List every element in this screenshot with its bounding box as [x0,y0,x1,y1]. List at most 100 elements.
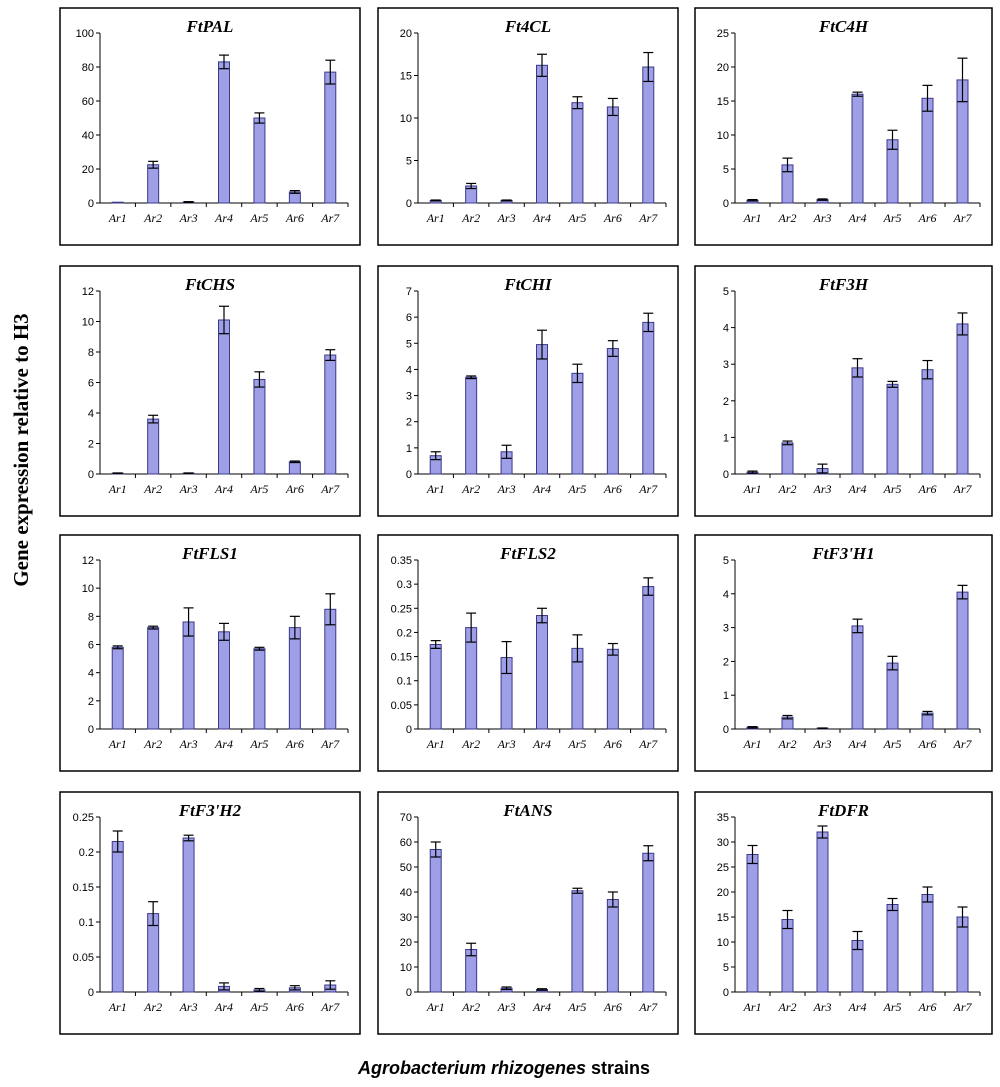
bar-ar5 [253,648,266,730]
bar-ar4 [851,367,864,475]
error-bar [430,451,441,461]
bar-ar6 [288,461,301,475]
y-tick-label: 0 [88,198,94,210]
bar-ar1 [111,841,124,993]
category-label: Ar7 [953,737,973,751]
error-bar [183,607,194,637]
bar-ar6 [606,648,619,730]
chart-panel-12: FtDFR 0 5 10 15 20 25 30 35 Ar1 Ar2 Ar3 Ar4 Ar5 Ar6 Ar7 [694,791,993,1035]
category-label: Ar5 [883,482,902,496]
y-tick-label: 4 [723,323,729,335]
category-label: Ar7 [953,211,973,225]
y-tick-label: 0 [406,987,412,999]
bar-ar6 [606,106,619,204]
category-label: Ar3 [813,737,832,751]
category-label: Ar1 [108,211,127,225]
error-bar [289,985,300,991]
y-tick-label: 0.25 [391,603,412,615]
y-tick-label: 0.15 [391,652,412,664]
y-tick-label: 15 [717,912,729,924]
panel-frame [377,791,679,1035]
y-tick-label: 40 [400,887,412,899]
y-tick-label: 10 [717,937,729,949]
error-bar [572,363,583,384]
y-tick-label: 60 [400,837,412,849]
error-bar [922,710,933,716]
y-tick-label: 5 [723,962,729,974]
category-label: Ar1 [743,211,762,225]
y-tick-label: 60 [82,96,94,108]
error-bar [607,97,618,117]
chart-title: FtCHI [503,275,553,294]
category-label: Ar3 [497,211,516,225]
error-bar [782,714,793,720]
error-bar [183,834,194,842]
category-label: Ar5 [249,211,268,225]
y-tick-label: 4 [88,408,94,420]
y-tick-label: 4 [88,668,94,680]
bar-ar1 [429,644,442,730]
category-label: Ar3 [179,211,198,225]
error-bar [887,897,898,912]
error-bar [466,375,477,380]
category-label: Ar7 [638,1000,658,1014]
error-bar [922,84,933,112]
y-tick-label: 10 [717,130,729,142]
error-bar [747,199,758,202]
error-bar [430,841,441,858]
chart-panel-9: FtF3'H1 0 1 2 3 4 5 Ar1 Ar2 Ar3 Ar4 Ar5 Ar6 Ar7 [694,534,993,772]
y-tick-label: 25 [717,862,729,874]
chart-panel-3: FtC4H 0 5 10 15 20 25 Ar1 Ar2 Ar3 Ar4 Ar5 Ar6 Ar7 [694,7,993,246]
panel-frame [377,265,679,517]
y-tick-label: 4 [723,589,729,601]
error-bar [430,640,441,649]
error-bar [782,157,793,173]
category-label: Ar4 [848,1000,867,1014]
x-axis-label-plain: strains [586,1058,650,1078]
error-bar [643,845,654,862]
category-label: Ar1 [426,482,445,496]
category-label: Ar5 [567,737,586,751]
bar-ar7 [956,591,969,730]
error-bar [887,655,898,671]
y-tick-label: 20 [717,62,729,74]
category-label: Ar4 [848,211,867,225]
category-label: Ar2 [461,211,480,225]
error-bar [325,593,336,626]
error-bar [289,460,300,464]
category-label: Ar6 [603,482,622,496]
category-label: Ar7 [953,482,973,496]
y-tick-label: 80 [82,62,94,74]
bar-ar7 [642,852,655,993]
category-label: Ar7 [320,737,340,751]
y-tick-label: 40 [82,130,94,142]
bar-ar5 [886,904,899,993]
error-bar [643,312,654,333]
y-tick-label: 6 [88,640,94,652]
bar-ar7 [956,916,969,993]
bar-ar2 [147,164,160,204]
y-tick-label: 3 [723,623,729,635]
error-bar [922,886,933,903]
error-bar [325,349,336,361]
y-tick-label: 4 [406,364,412,376]
y-tick-label: 8 [88,611,94,623]
error-bar [537,329,547,360]
bar-ar4 [218,631,230,730]
y-tick-label: 0.1 [79,917,94,929]
y-tick-label: 0 [723,469,729,481]
bar-ar4 [851,93,864,204]
category-label: Ar1 [426,737,445,751]
y-tick-label: 0.25 [73,812,94,824]
chart-panel-5: FtCHI 0 1 2 3 4 5 6 7 Ar1 Ar2 Ar3 Ar4 Ar5 Ar6 Ar7 [377,265,679,517]
y-tick-label: 0.2 [79,847,94,859]
category-label: Ar3 [497,737,516,751]
category-label: Ar5 [567,1000,586,1014]
chart-title: FtCHS [184,275,235,294]
error-bar [289,615,300,640]
category-label: Ar3 [497,482,516,496]
bar-ar3 [182,837,195,993]
y-tick-label: 10 [82,317,94,329]
y-tick-label: 50 [400,862,412,874]
